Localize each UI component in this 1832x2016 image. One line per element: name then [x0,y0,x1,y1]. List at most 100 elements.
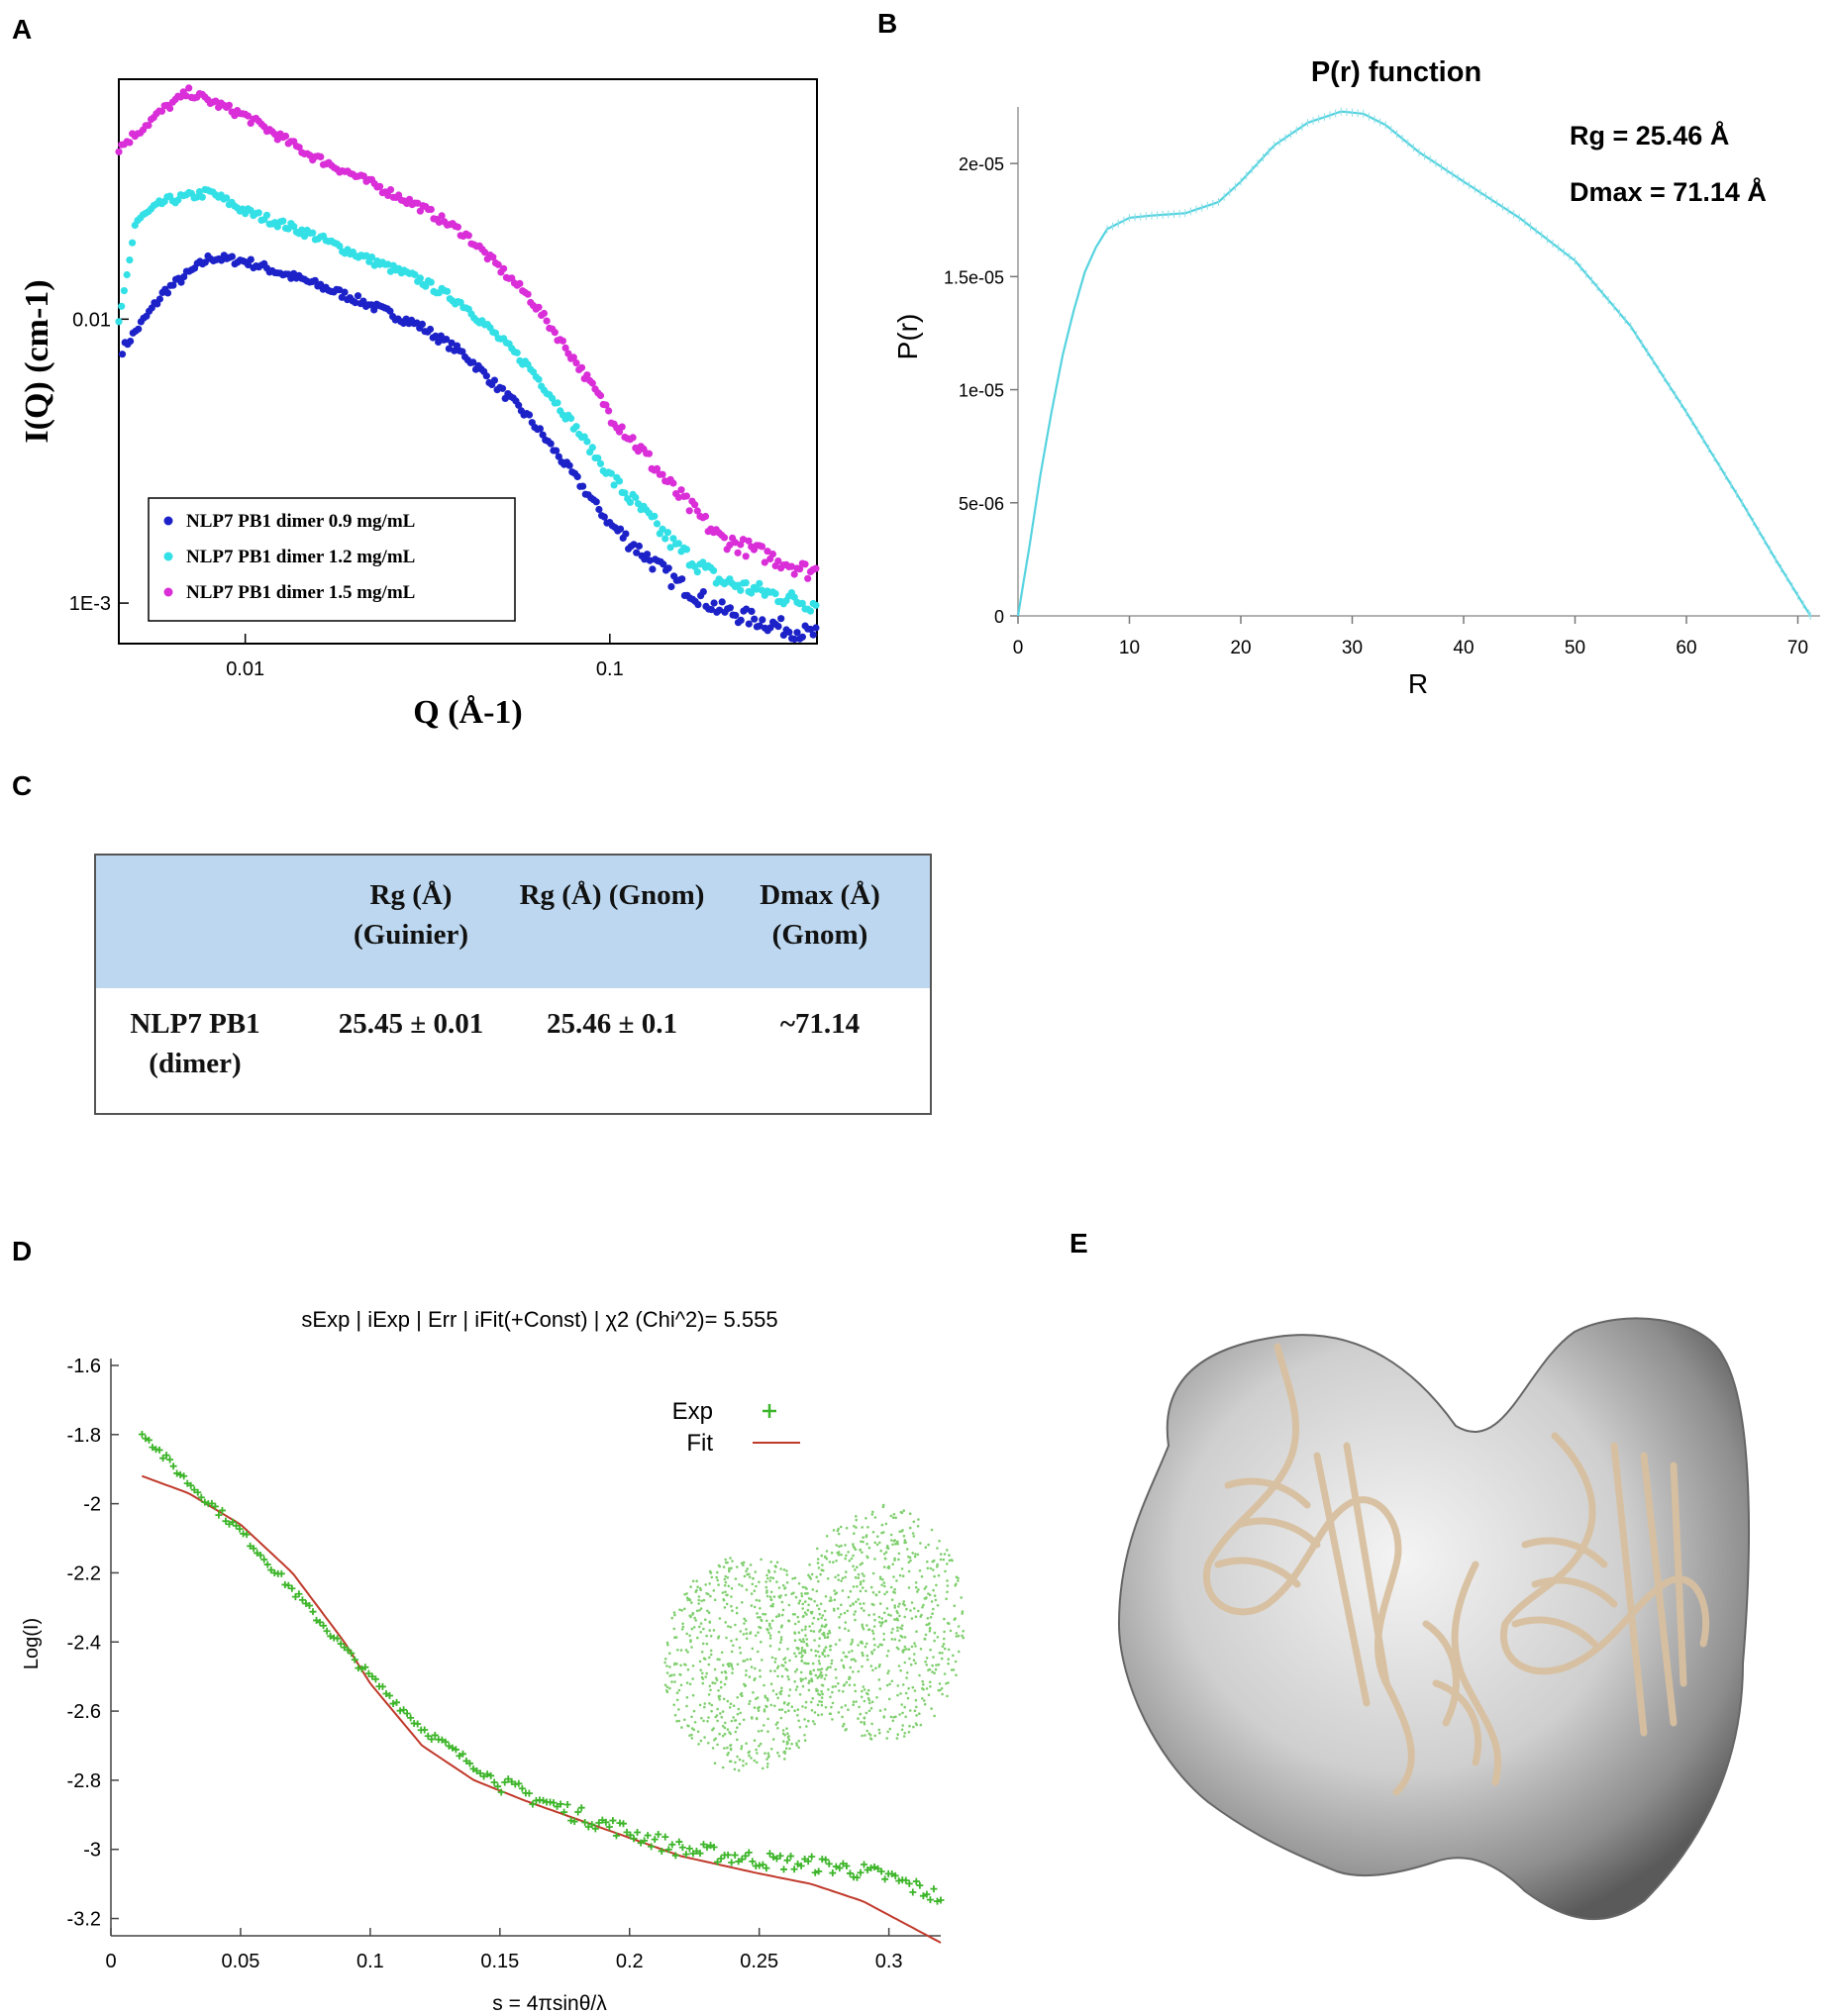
bead [895,1737,899,1740]
bead [889,1539,893,1542]
bead [840,1603,843,1607]
bead [699,1739,703,1743]
data-point [790,570,798,578]
exp-point [149,1444,156,1452]
data-point [174,196,182,204]
data-point [600,513,608,521]
bead [800,1660,803,1663]
bead [862,1654,865,1657]
bead [673,1713,677,1717]
bead [678,1608,681,1611]
exp-point [605,1823,613,1831]
bead [915,1705,918,1709]
data-point [596,391,605,400]
bead [728,1706,732,1709]
exp-point [414,1720,422,1728]
bead [932,1607,935,1611]
panel-label-b: B [877,8,898,39]
bead [714,1737,717,1741]
bead [868,1734,872,1737]
data-point [632,444,640,452]
bead [716,1658,719,1662]
bead [896,1693,899,1697]
data-point [339,248,347,255]
data-point [148,205,155,213]
bead [852,1703,855,1706]
data-point [151,299,158,307]
legend-marker-exp [763,1404,776,1418]
bead [737,1707,741,1711]
bead [745,1763,748,1765]
bead [775,1561,779,1564]
bead [751,1582,755,1586]
bead [932,1568,935,1571]
data-point [292,228,300,236]
data-point [608,522,617,530]
bead [941,1692,944,1696]
bead [704,1675,707,1678]
bead [771,1604,774,1608]
bead [725,1602,729,1606]
bead [731,1560,734,1562]
data-point [290,223,298,231]
data-point [715,529,723,537]
data-point [710,529,718,537]
bead [780,1686,783,1690]
exp-point [685,1845,693,1853]
bead [764,1704,767,1708]
exp-point [588,1821,596,1829]
bead [772,1595,776,1598]
data-point [118,141,126,149]
data-point [638,552,646,560]
exp-point [888,1869,896,1877]
data-point [225,201,233,209]
bead [717,1563,721,1567]
exp-point [190,1486,198,1494]
data-point [287,138,295,146]
bead [678,1672,681,1676]
bead [863,1721,865,1724]
bead [842,1690,845,1693]
bead [823,1636,827,1640]
data-point [355,253,362,261]
data-point [250,212,257,220]
exp-point [204,1500,212,1508]
data-point [745,537,753,545]
bead [854,1548,858,1552]
data-point [131,133,139,141]
data-point [314,282,322,290]
data-point [726,575,734,583]
data-point [137,318,145,326]
bead [680,1628,684,1631]
bead [828,1712,832,1715]
data-point [139,211,148,219]
data-point [405,320,413,328]
data-point [660,560,667,568]
data-point [798,633,807,641]
bead [866,1688,870,1692]
bead [896,1629,899,1633]
data-point [145,122,153,130]
bead [773,1564,777,1568]
bead [902,1735,906,1738]
exp-point [742,1852,750,1860]
bead [726,1753,729,1757]
legend-box [148,497,516,622]
data-point [124,341,132,349]
data-point [284,140,292,148]
x-axis-label: Q (Å-1) [413,694,522,731]
exp-point [364,1669,372,1677]
data-point [596,459,605,467]
data-point [680,544,688,553]
data-point [196,257,204,265]
bead [788,1747,791,1751]
data-point [185,267,193,275]
data-point [187,189,195,197]
exp-point [937,1896,945,1904]
bead [912,1659,916,1662]
bead [816,1689,819,1692]
bead [755,1761,759,1764]
bead [922,1603,925,1607]
bead [928,1593,932,1597]
data-point [260,123,268,131]
